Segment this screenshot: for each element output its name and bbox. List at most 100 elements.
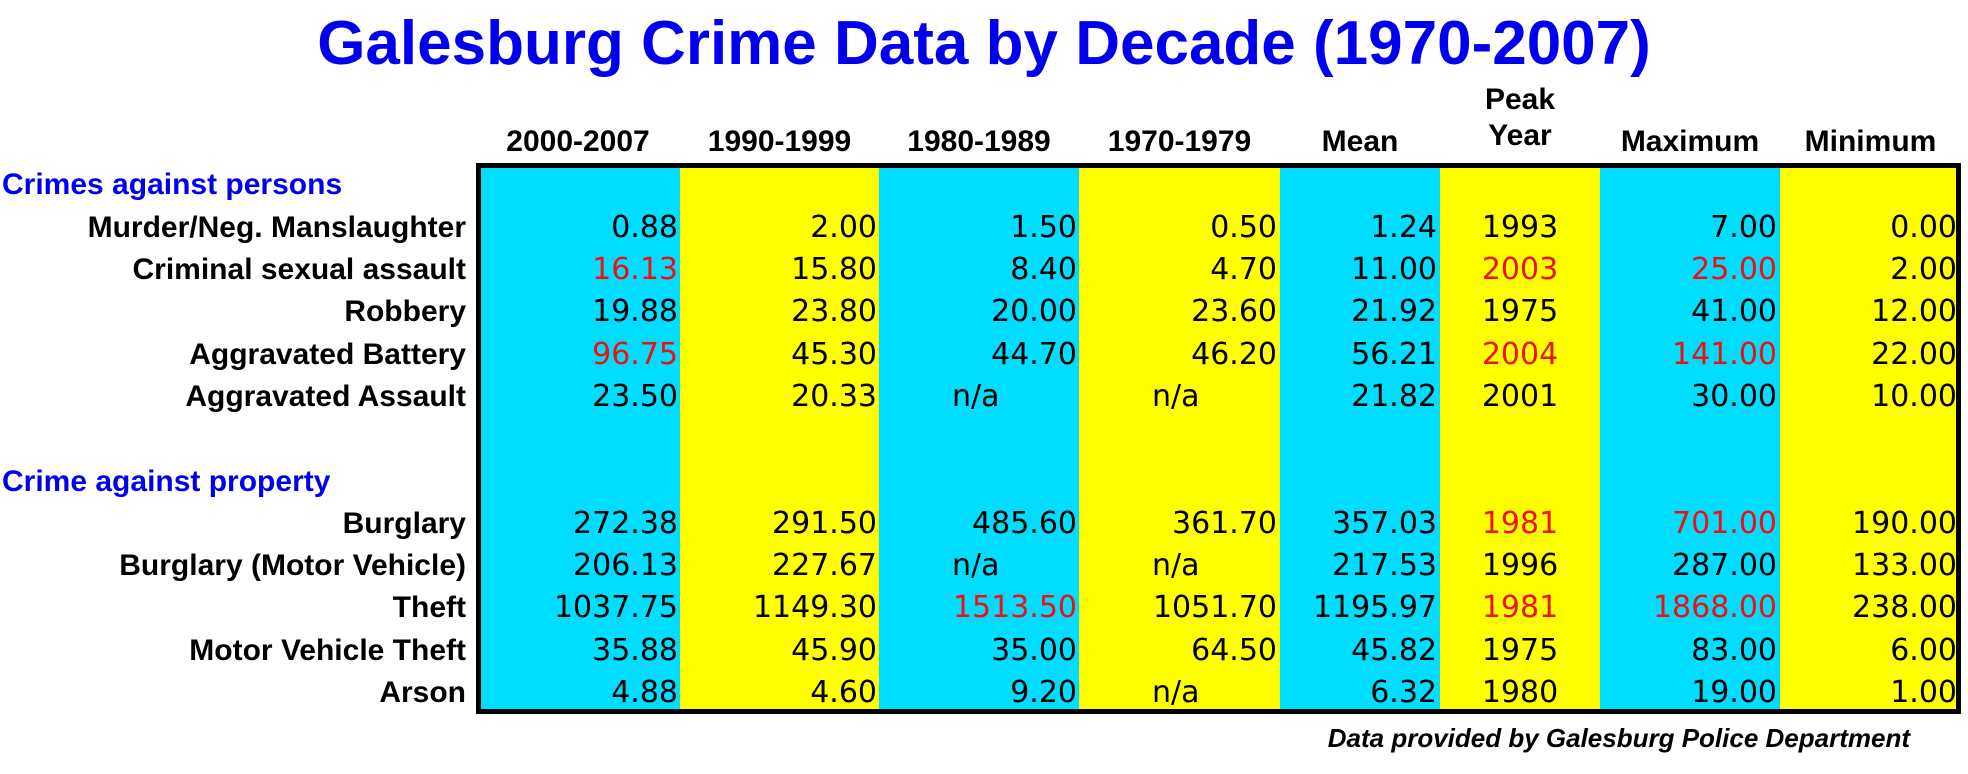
table-cell: 2.00 <box>1890 252 1957 288</box>
table-cell: 44.70 <box>991 336 1077 372</box>
table-cell: 287.00 <box>1672 548 1777 584</box>
table-cell: 23.80 <box>791 294 877 330</box>
column-band-6 <box>1440 168 1600 709</box>
table-cell: 1981 <box>1481 506 1559 541</box>
column-band-2 <box>680 168 879 709</box>
column-band-3 <box>879 168 1079 709</box>
table-cell: 35.88 <box>592 632 678 668</box>
column-header-8: Minimum <box>1804 125 1937 158</box>
table-cell: 64.50 <box>1191 632 1277 668</box>
row-label: Theft <box>392 591 466 625</box>
column-band-8 <box>1780 168 1956 709</box>
table-cell: 2001 <box>1481 378 1559 414</box>
table-cell: 141.00 <box>1672 336 1777 372</box>
table-cell: 35.00 <box>991 632 1077 668</box>
chart-title: Galesburg Crime Data by Decade (1970-200… <box>317 9 1651 78</box>
row-label: Aggravated Assault <box>185 379 466 413</box>
table-cell: 12.00 <box>1871 294 1957 330</box>
table-cell: 1868.00 <box>1652 590 1777 626</box>
table-cell: 1980 <box>1481 674 1559 710</box>
column-band-1 <box>481 168 680 709</box>
column-header-5: Mean <box>1321 125 1399 158</box>
row-label: Murder/Neg. Manslaughter <box>87 211 466 244</box>
table-cell: 1149.30 <box>752 590 877 626</box>
table-cell: 56.21 <box>1351 336 1437 372</box>
row-label: Criminal sexual assault <box>132 253 467 287</box>
table-cell: 1.24 <box>1370 210 1437 245</box>
table-cell: 30.00 <box>1691 378 1777 414</box>
table-cell: 1513.50 <box>952 590 1077 626</box>
table-cell: 21.92 <box>1351 294 1437 330</box>
table-cell: 23.50 <box>592 378 678 414</box>
table-cell: 20.33 <box>791 378 877 414</box>
column-header-1: 2000-2007 <box>506 125 650 158</box>
table-cell: 485.60 <box>972 506 1077 541</box>
table-cell: n/a <box>952 378 1000 414</box>
table-cell: 272.38 <box>573 506 678 541</box>
table-cell: 46.20 <box>1191 336 1277 372</box>
table-cell: 133.00 <box>1852 548 1957 584</box>
table-cell: 1051.70 <box>1152 590 1277 626</box>
table-cell: 45.30 <box>791 336 877 372</box>
column-header-6: Peak Year <box>1440 82 1600 154</box>
table-cell: 41.00 <box>1691 294 1777 330</box>
table-cell: 1981 <box>1481 590 1559 626</box>
table-cell: 15.80 <box>791 252 877 288</box>
row-label: Motor Vehicle Theft <box>189 633 466 667</box>
column-band-7 <box>1600 168 1780 709</box>
table-cell: 190.00 <box>1852 506 1957 541</box>
table-cell: 227.67 <box>772 548 877 584</box>
table-cell: 357.03 <box>1332 506 1437 541</box>
table-cell: 0.00 <box>1890 210 1957 245</box>
table-cell: 1993 <box>1481 210 1559 245</box>
column-header-peak-year-line: Peak <box>1484 83 1556 116</box>
table-cell: 1975 <box>1481 294 1559 330</box>
table-cell: 1.00 <box>1890 674 1957 710</box>
table-cell: 1037.75 <box>553 590 678 626</box>
table-cell: 45.90 <box>791 632 877 668</box>
column-header-4: 1970-1979 <box>1107 125 1252 158</box>
column-header-peak-year-line: Year <box>1488 119 1552 152</box>
table-cell: 2003 <box>1481 252 1559 288</box>
table-cell: 0.50 <box>1210 210 1277 245</box>
source-footer: Data provided by Galesburg Police Depart… <box>1327 723 1910 753</box>
column-header-3: 1980-1989 <box>907 125 1051 158</box>
table-cell: n/a <box>1152 674 1200 710</box>
data-table: 0.88 2.00 1.50 0.50 1.24 1993 7.00 0.00 16.13 15.… <box>476 163 1961 714</box>
table-cell: 6.00 <box>1890 632 1957 668</box>
table-cell: 11.00 <box>1351 252 1437 288</box>
table-cell: 21.82 <box>1351 378 1437 414</box>
table-cell: 2.00 <box>810 210 877 245</box>
row-label: Burglary <box>342 507 466 540</box>
table-cell: 22.00 <box>1871 336 1957 372</box>
table-cell: 7.00 <box>1710 210 1777 245</box>
table-cell: 96.75 <box>592 336 678 372</box>
table-cell: 4.70 <box>1210 252 1277 288</box>
section-title: Crimes against persons <box>2 168 343 201</box>
table-cell: 1195.97 <box>1312 590 1437 626</box>
table-cell: 701.00 <box>1672 506 1777 541</box>
column-band-5 <box>1280 168 1440 709</box>
table-cell: 4.88 <box>611 674 678 710</box>
table-cell: 19.00 <box>1691 674 1777 710</box>
table-cell: n/a <box>1152 548 1200 584</box>
table-cell: 23.60 <box>1191 294 1277 330</box>
table-cell: 8.40 <box>1010 252 1077 288</box>
row-label: Robbery <box>344 295 466 329</box>
section-title: Crime against property <box>2 465 331 498</box>
column-header-2: 1990-1999 <box>707 125 852 158</box>
table-cell: 25.00 <box>1691 252 1777 288</box>
column-header-7: Maximum <box>1620 125 1760 158</box>
table-cell: 20.00 <box>991 294 1077 330</box>
table-cell: 0.88 <box>611 210 678 245</box>
column-band-4 <box>1079 168 1280 709</box>
table-cell: 6.32 <box>1370 674 1437 710</box>
table-cell: 1996 <box>1481 548 1559 584</box>
table-cell: n/a <box>952 548 1000 584</box>
table-cell: 217.53 <box>1332 548 1437 584</box>
table-cell: 291.50 <box>772 506 877 541</box>
table-cell: 9.20 <box>1010 674 1077 710</box>
table-cell: 238.00 <box>1852 590 1957 626</box>
table-cell: 16.13 <box>592 252 678 288</box>
table-cell: 1975 <box>1481 632 1559 668</box>
